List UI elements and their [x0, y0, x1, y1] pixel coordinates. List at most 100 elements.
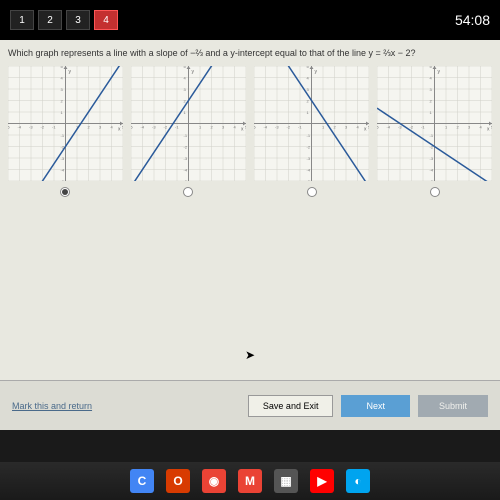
svg-text:-2: -2 — [163, 125, 167, 130]
svg-text:3: 3 — [99, 125, 102, 130]
topbar: 1234 54:08 — [0, 0, 500, 40]
save-button[interactable]: Save and Exit — [248, 395, 334, 417]
svg-text:2: 2 — [430, 99, 433, 104]
tabs: 1234 — [10, 10, 118, 30]
svg-text:-3: -3 — [307, 156, 311, 161]
svg-text:-2: -2 — [307, 145, 311, 150]
svg-text:-5: -5 — [307, 179, 311, 181]
svg-text:2: 2 — [210, 125, 213, 130]
svg-text:2: 2 — [307, 99, 310, 104]
chrome2-icon[interactable]: ◉ — [202, 469, 226, 493]
svg-text:4: 4 — [307, 76, 310, 81]
svg-text:4: 4 — [60, 76, 63, 81]
radio-option-2[interactable] — [183, 187, 193, 197]
svg-text:1: 1 — [60, 110, 63, 115]
svg-text:3: 3 — [307, 87, 310, 92]
svg-text:-5: -5 — [430, 179, 434, 181]
svg-text:2: 2 — [457, 125, 460, 130]
svg-text:2: 2 — [60, 99, 63, 104]
svg-text:5: 5 — [183, 66, 186, 69]
svg-text:4: 4 — [233, 125, 236, 130]
svg-text:-1: -1 — [421, 125, 425, 130]
taskbar: CO ◉ M ▦ ▶ ◐ — [0, 462, 500, 500]
svg-text:-4: -4 — [387, 125, 391, 130]
submit-button[interactable]: Submit — [418, 395, 488, 417]
svg-text:4: 4 — [110, 125, 113, 130]
svg-text:-3: -3 — [430, 156, 434, 161]
svg-text:x: x — [487, 127, 490, 133]
question-text: Which graph represents a line with a slo… — [4, 46, 496, 60]
timer: 54:08 — [455, 12, 490, 28]
svg-text:x: x — [118, 127, 121, 133]
next-button[interactable]: Next — [341, 395, 410, 417]
svg-text:4: 4 — [357, 125, 360, 130]
svg-text:5: 5 — [368, 125, 369, 130]
mark-link[interactable]: Mark this and return — [12, 401, 92, 411]
svg-text:-2: -2 — [410, 125, 414, 130]
svg-text:2: 2 — [87, 125, 90, 130]
svg-text:3: 3 — [345, 125, 348, 130]
svg-text:5: 5 — [122, 125, 123, 130]
tab-2[interactable]: 2 — [38, 10, 62, 30]
app-icon[interactable]: ▦ — [274, 469, 298, 493]
svg-text:4: 4 — [430, 76, 433, 81]
svg-text:-5: -5 — [183, 179, 187, 181]
svg-text:-4: -4 — [430, 168, 434, 173]
svg-text:1: 1 — [430, 110, 433, 115]
svg-text:-3: -3 — [183, 156, 187, 161]
tab-3[interactable]: 3 — [66, 10, 90, 30]
svg-text:1: 1 — [199, 125, 202, 130]
youtube-icon[interactable]: ▶ — [310, 469, 334, 493]
svg-text:3: 3 — [183, 87, 186, 92]
svg-text:-1: -1 — [175, 125, 179, 130]
svg-text:-2: -2 — [183, 145, 187, 150]
radio-option-3[interactable] — [307, 187, 317, 197]
svg-text:-3: -3 — [275, 125, 279, 130]
tab-4[interactable]: 4 — [94, 10, 118, 30]
svg-text:5: 5 — [491, 125, 492, 130]
svg-text:-2: -2 — [40, 125, 44, 130]
svg-text:y: y — [438, 69, 441, 75]
graph-option-2[interactable]: yx-5-4-3-2-112345-5-4-3-2-112345 — [129, 66, 247, 197]
graph-option-4[interactable]: yx-5-4-3-2-112345-5-4-3-2-112345 — [376, 66, 494, 197]
svg-text:1: 1 — [307, 110, 310, 115]
office-icon[interactable]: O — [166, 469, 190, 493]
graph-plot: yx-5-4-3-2-112345-5-4-3-2-112345 — [377, 66, 492, 181]
svg-text:-5: -5 — [8, 125, 10, 130]
radio-option-4[interactable] — [430, 187, 440, 197]
content: Which graph represents a line with a slo… — [0, 40, 500, 380]
svg-text:3: 3 — [468, 125, 471, 130]
svg-text:y: y — [191, 69, 194, 75]
svg-text:-1: -1 — [60, 133, 64, 138]
svg-text:-5: -5 — [377, 125, 379, 130]
svg-text:1: 1 — [322, 125, 325, 130]
radio-option-1[interactable] — [60, 187, 70, 197]
svg-text:-3: -3 — [152, 125, 156, 130]
svg-text:-4: -4 — [307, 168, 311, 173]
chrome-icon[interactable]: C — [130, 469, 154, 493]
svg-text:3: 3 — [60, 87, 63, 92]
gmail-icon[interactable]: M — [238, 469, 262, 493]
svg-text:5: 5 — [307, 66, 310, 69]
svg-text:-4: -4 — [17, 125, 21, 130]
svg-text:y: y — [315, 69, 318, 75]
svg-text:3: 3 — [222, 125, 225, 130]
svg-text:-4: -4 — [140, 125, 144, 130]
svg-text:-4: -4 — [60, 168, 64, 173]
graph-option-3[interactable]: yx-5-4-3-2-112345-5-4-3-2-112345 — [253, 66, 371, 197]
svg-text:-1: -1 — [430, 133, 434, 138]
svg-text:1: 1 — [183, 110, 186, 115]
tab-1[interactable]: 1 — [10, 10, 34, 30]
graph-option-1[interactable]: yx-5-4-3-2-112345-5-4-3-2-112345 — [6, 66, 124, 197]
svg-text:-3: -3 — [29, 125, 33, 130]
svg-text:-1: -1 — [307, 133, 311, 138]
screen: 1234 54:08 Which graph represents a line… — [0, 0, 500, 500]
svg-text:-5: -5 — [254, 125, 256, 130]
svg-text:-1: -1 — [298, 125, 302, 130]
bottombar: Mark this and return Save and Exit Next … — [0, 380, 500, 430]
button-group: Save and Exit Next Submit — [248, 395, 488, 417]
svg-text:y: y — [68, 69, 71, 75]
svg-text:-5: -5 — [60, 179, 64, 181]
media-icon[interactable]: ◐ — [346, 469, 370, 493]
graph-plot: yx-5-4-3-2-112345-5-4-3-2-112345 — [254, 66, 369, 181]
